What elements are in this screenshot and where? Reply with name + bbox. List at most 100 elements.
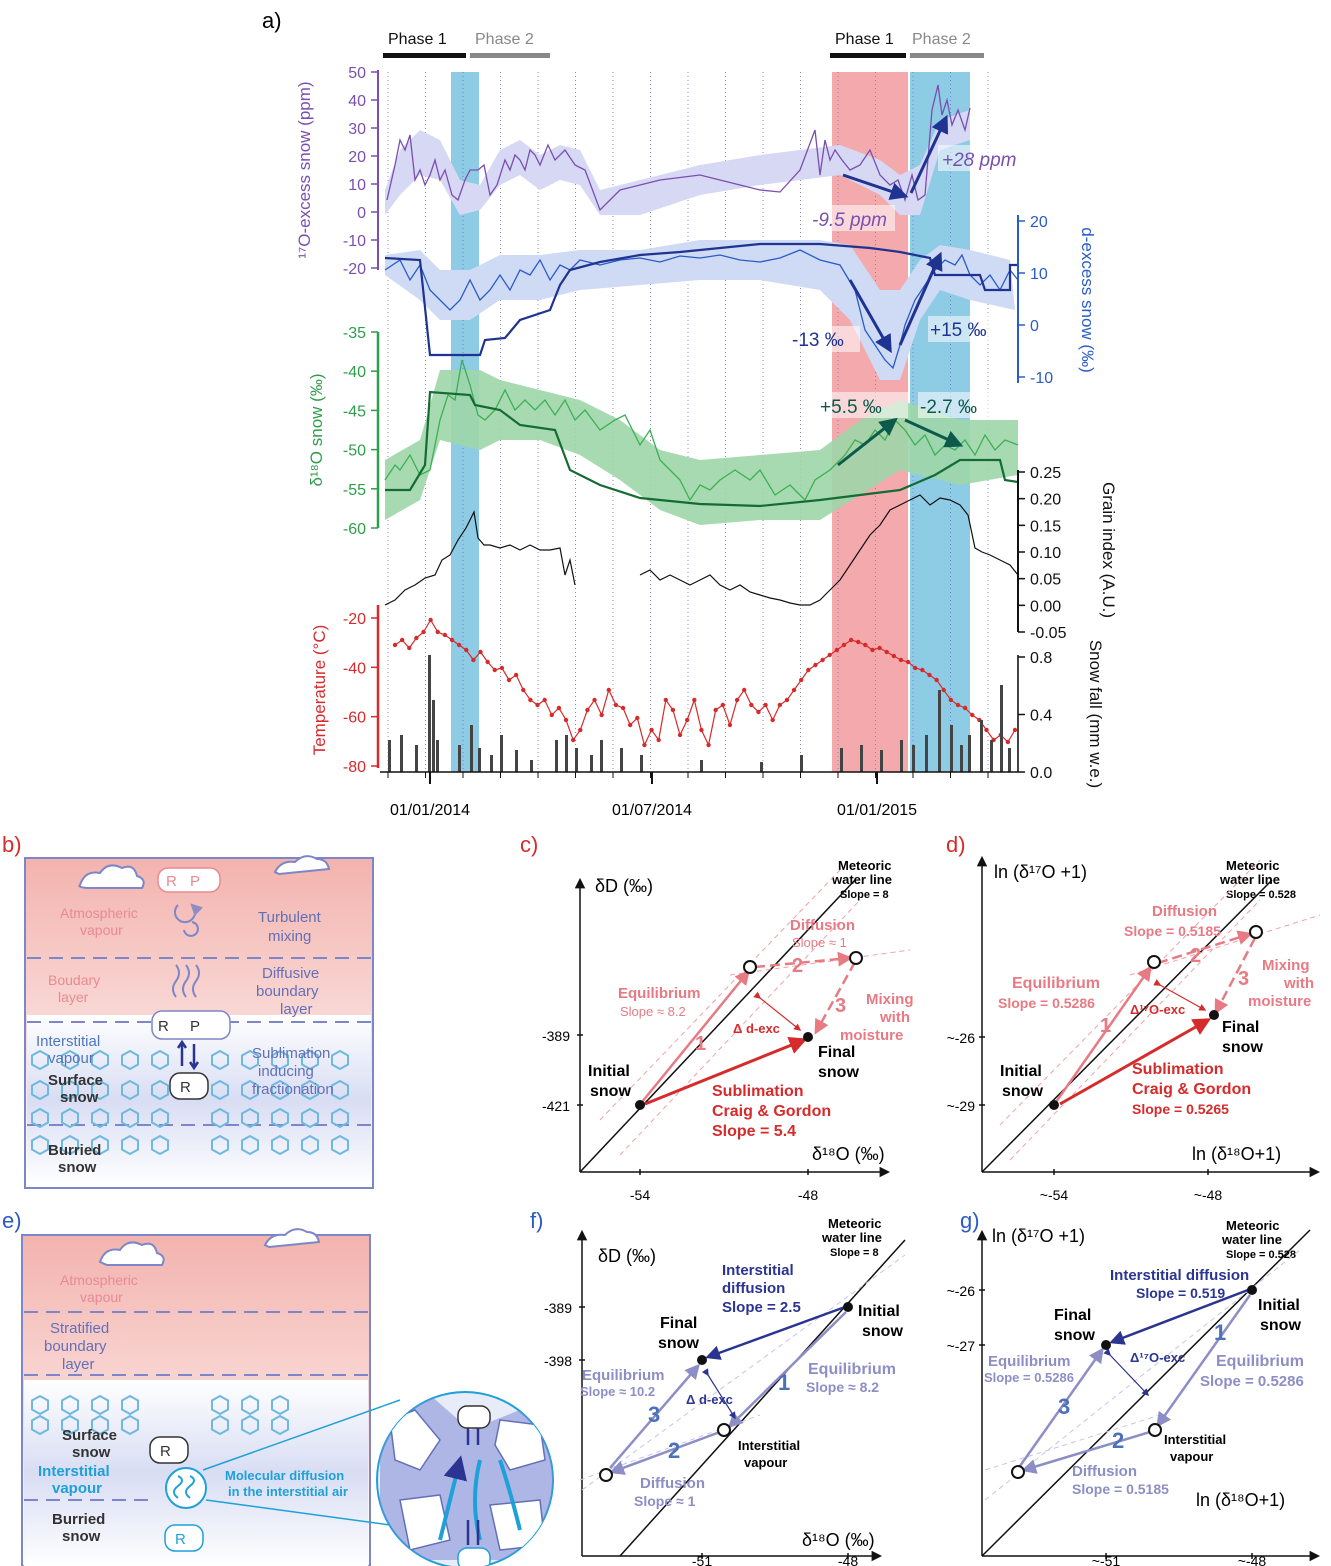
snowfall-bar	[950, 725, 953, 772]
panel-label-e: e)	[2, 1208, 22, 1233]
d-y-label: ln (δ¹⁷O +1)	[994, 862, 1087, 882]
c-arrow-dexc	[753, 991, 802, 1031]
arrow-17o-up	[909, 114, 949, 194]
snow-crystals	[31, 1049, 349, 1156]
d-x-tick-2: ~-48	[1194, 1187, 1223, 1203]
psat-label: P	[190, 1018, 200, 1035]
axis-dex-tick: 0	[1030, 318, 1039, 335]
axis-snow-tick: 0.4	[1030, 708, 1052, 725]
f-dexc: Δ d-exc	[686, 1392, 733, 1407]
g-point-iv	[1148, 1423, 1162, 1437]
f-final-snow: Final snow	[658, 1315, 699, 1352]
c-num-1: 1	[695, 1033, 706, 1055]
x-tick-2014-07: 01/07/2014	[612, 802, 692, 819]
g-arrow-eq-1	[1156, 1294, 1252, 1428]
f-x-tick-2: -48	[838, 1553, 858, 1566]
e-rs-box	[149, 1436, 189, 1464]
f-mwl-slope: Slope = 8	[830, 1247, 879, 1259]
b-burried-snow: Burried snow	[48, 1142, 101, 1176]
snowfall-bar	[388, 740, 391, 772]
panel-label-a: a)	[262, 8, 282, 33]
ra-label: R	[166, 873, 177, 890]
panel-label-f: f)	[530, 1208, 543, 1233]
axis-dex-tick: 10	[1030, 266, 1048, 283]
axis-dex: 20 10 0 -10 d-excess snow (‰)	[1017, 214, 1097, 387]
g-x-tick-1: ~-51	[1092, 1553, 1121, 1566]
e-rn-label: R	[175, 1531, 186, 1548]
f-point-iv	[717, 1423, 731, 1437]
axis-dex-tick: -10	[1030, 370, 1053, 387]
axis-17o-tick: 20	[348, 149, 366, 166]
axis-temp-tick: -60	[343, 710, 366, 727]
f-mwl-label: Meteoric water line	[821, 1216, 882, 1245]
axis-grain-tick: 0.15	[1030, 518, 1061, 535]
f-diffusion: Diffusion	[640, 1475, 705, 1492]
g-num-2: 2	[1112, 1428, 1124, 1453]
d-equilibrium-slope: Slope = 0.5286	[998, 995, 1095, 1011]
axis-17o-tick: 50	[348, 65, 366, 82]
c-y-tick-1: -389	[542, 1028, 570, 1044]
f-equilibrium-2: Equilibrium	[808, 1361, 896, 1378]
e-rs-label: R	[160, 1443, 171, 1460]
axis-temp-label: Temperature (°C)	[310, 625, 329, 756]
c-point-final	[803, 1032, 813, 1042]
axis-temp: -20 -40 -60 -80 Temperature (°C)	[310, 605, 380, 776]
c-point-eq	[743, 960, 757, 974]
d-dexc: Δ¹⁷O-exc	[1130, 1002, 1185, 1017]
f-interstitial-slope: Slope = 2.5	[722, 1299, 801, 1316]
snowfall-bar	[980, 720, 983, 772]
d-mixing: Mixing with moisture	[1248, 957, 1314, 1010]
f-x-tick-1: -51	[692, 1553, 712, 1566]
g-point-initial	[1247, 1285, 1257, 1295]
c-dashed-1	[619, 899, 861, 1156]
axis-grain-tick: -0.05	[1030, 625, 1067, 642]
c-mixing: Mixing with moisture	[840, 991, 914, 1044]
g-equilibrium-slope-1: Slope = 0.5286	[984, 1370, 1074, 1385]
f-arrow-diffusion	[609, 1430, 721, 1475]
c-arrow-diffusion	[754, 951, 853, 969]
panel-b: b) R P R P R Atmospheric vapour Turbulent…	[2, 832, 374, 1189]
c-y-tick-2: -421	[542, 1098, 570, 1114]
snowfall-bar	[500, 735, 503, 772]
snowfall-bar	[800, 755, 803, 772]
axis-17o-tick: 30	[348, 121, 366, 138]
swirl-icon	[183, 921, 199, 937]
phase1-label-left: Phase 1	[388, 31, 447, 48]
e-zoom-line-1	[202, 1399, 401, 1471]
snowfall-bar	[600, 740, 603, 772]
d-num-2: 2	[1190, 945, 1201, 967]
c-num-2: 2	[792, 955, 803, 977]
d-num-1: 1	[1100, 1015, 1111, 1037]
axis-snow-tick: 0.8	[1030, 650, 1052, 667]
d-point-diff	[1249, 925, 1263, 939]
panel-label-d: d)	[946, 832, 966, 857]
snowfall-bar	[968, 735, 971, 772]
annot-d18o-up: +5.5 ‰	[820, 397, 882, 418]
x-tick-2015-01: 01/01/2015	[837, 802, 917, 819]
pa-label: P	[190, 873, 200, 890]
e-stratified-bl: Stratified boundary layer	[44, 1320, 109, 1373]
f-y-tick-1: -389	[544, 1300, 572, 1316]
d-excess-step-series	[384, 242, 1018, 357]
e-zoom-line-2	[205, 1499, 391, 1526]
panel-c: c) δD (‰) δ¹⁸O (‰) Meteoric water line Sl…	[520, 832, 914, 1203]
c-arrow-equilibrium	[641, 969, 750, 1103]
g-arrow-interstitial	[1109, 1288, 1249, 1345]
c-diffusion: Diffusion	[790, 917, 855, 934]
d-equilibrium: Equilibrium	[1012, 975, 1100, 992]
axis-grain-label: Grain index (A.U.)	[1099, 482, 1118, 618]
g-diffusion-slope: Slope = 0.5185	[1072, 1481, 1169, 1497]
panel-label-c: c)	[520, 832, 538, 857]
d-diffusion: Diffusion	[1152, 903, 1217, 920]
g-x-tick-2: ~-48	[1238, 1553, 1267, 1566]
c-initial-snow: Initial snow	[588, 1063, 631, 1100]
f-point-final	[697, 1355, 707, 1365]
g-arrow-eq-3	[1018, 1347, 1104, 1467]
d-dashed-3	[1129, 914, 1321, 976]
cloud-icon	[263, 1228, 321, 1249]
annot-box-1	[938, 145, 1033, 171]
grain-index-series-1	[384, 510, 576, 606]
req-label: R	[158, 1018, 169, 1035]
d18o-uncertainty	[385, 370, 1018, 525]
